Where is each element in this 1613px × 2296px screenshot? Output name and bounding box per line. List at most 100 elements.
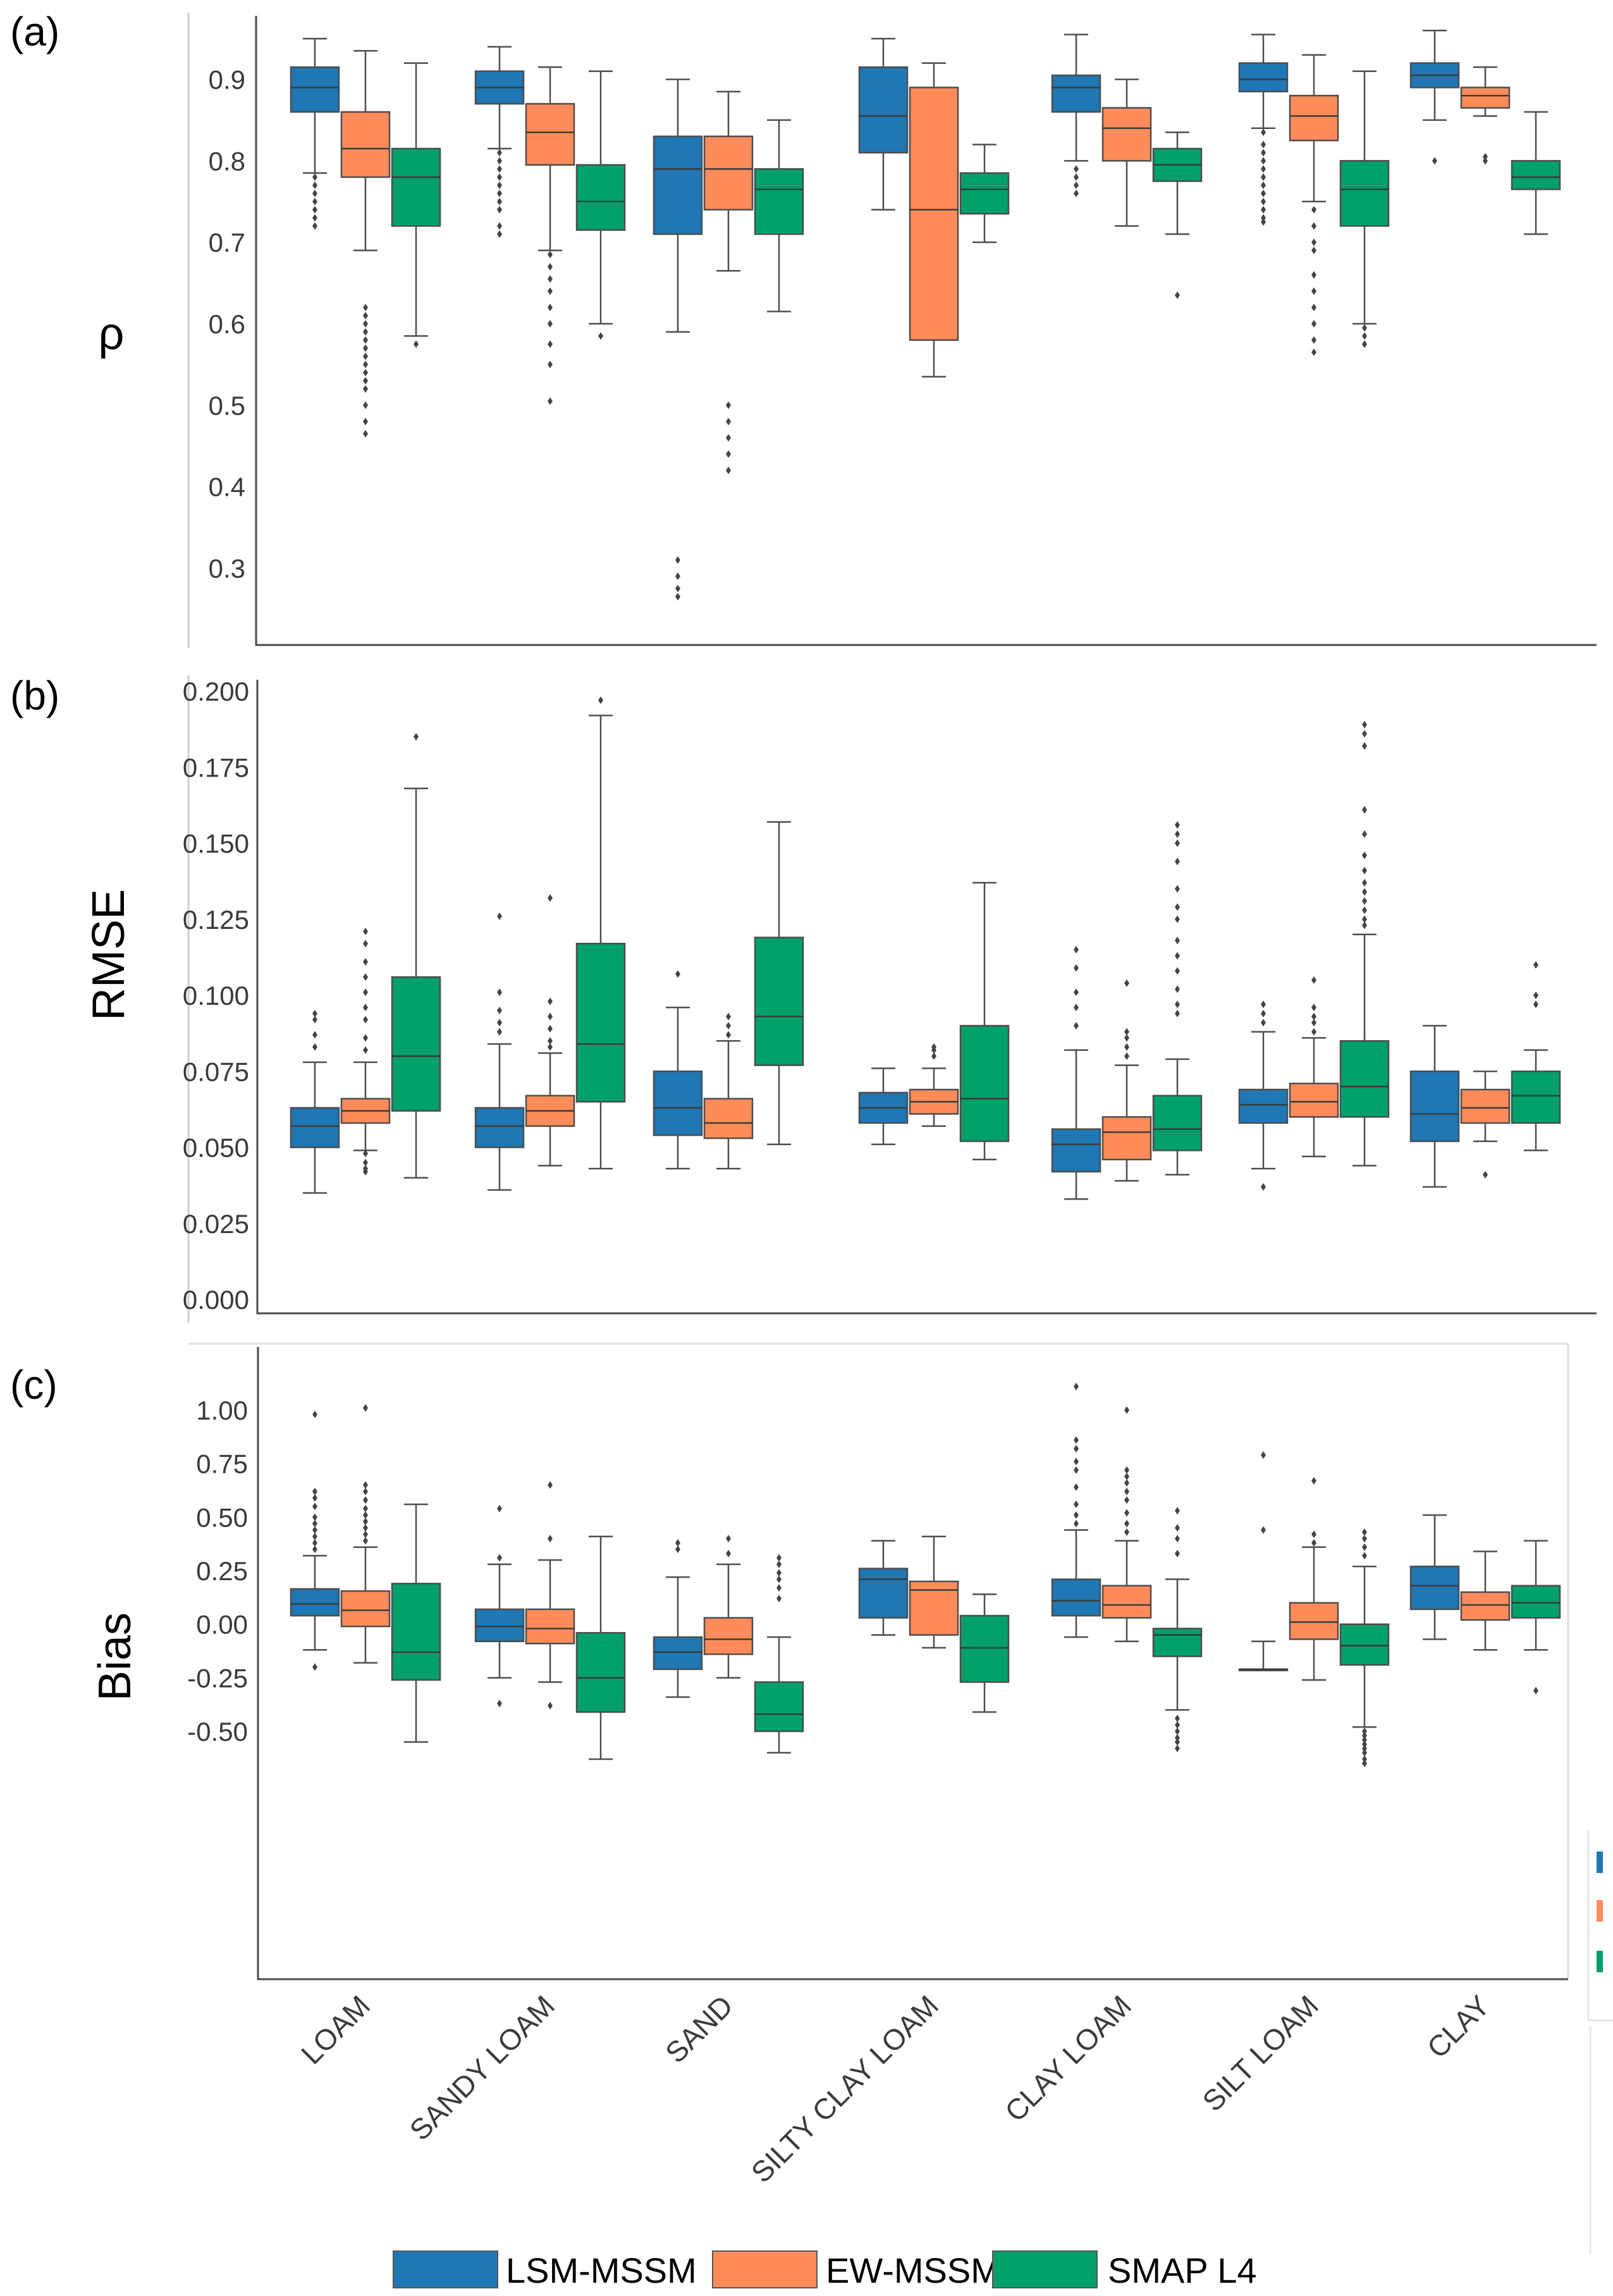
- box-iqr: [703, 1617, 754, 1655]
- outlier-point: [1362, 806, 1367, 814]
- legend-label-lsm-mssm: LSM-MSSM: [506, 2250, 697, 2290]
- box-iqr: [575, 1631, 626, 1713]
- box-lsm-mssm-clay: [1409, 29, 1460, 165]
- y-tick-label: 0.050: [183, 1133, 249, 1163]
- box-iqr: [290, 66, 340, 113]
- box-iqr: [1051, 1128, 1101, 1173]
- outlier-point: [1074, 1022, 1079, 1030]
- box-iqr: [1101, 1116, 1152, 1160]
- outlier-point: [1311, 1004, 1316, 1012]
- outlier-point: [1175, 821, 1180, 829]
- outlier-point: [1261, 197, 1266, 206]
- y-tick-label: 0.200: [183, 677, 249, 706]
- outlier-point: [312, 222, 317, 230]
- outlier-point: [548, 1702, 553, 1710]
- outlier-point: [497, 1019, 502, 1027]
- panel-b-ylabel: RMSE: [83, 889, 134, 1021]
- outlier-point: [548, 1037, 553, 1045]
- outlier-point: [1362, 742, 1367, 750]
- box-ew-mssm-loam: [340, 50, 391, 438]
- outlier-point: [497, 173, 502, 181]
- outlier-point: [1175, 915, 1180, 923]
- outlier-point: [1175, 1535, 1180, 1543]
- outlier-point: [363, 312, 368, 320]
- y-tick-label: 0.75: [196, 1449, 248, 1479]
- box-iqr: [290, 1107, 340, 1148]
- box-smap-l4-silt-loam: [1339, 720, 1390, 1167]
- legend-swatch-smap-l4: [992, 2250, 1098, 2288]
- outlier-point: [776, 1595, 782, 1603]
- outlier-point: [1124, 1034, 1129, 1042]
- box-smap-l4-sand: [754, 1554, 804, 1754]
- outlier-point: [312, 181, 317, 189]
- outlier-point: [497, 189, 502, 197]
- outlier-point: [1175, 839, 1180, 847]
- box-iqr: [858, 1568, 909, 1619]
- outlier-point: [497, 1007, 502, 1015]
- outlier-point: [312, 1016, 317, 1024]
- outlier-point: [1362, 851, 1367, 859]
- box-iqr: [754, 936, 804, 1066]
- outlier-point: [726, 466, 731, 474]
- y-tick-label: 0.025: [183, 1209, 249, 1239]
- outlier-point: [1362, 1552, 1367, 1560]
- box-iqr: [1051, 74, 1101, 113]
- box-iqr: [1409, 1565, 1460, 1611]
- outlier-point: [312, 1526, 317, 1534]
- outlier-point: [363, 1004, 368, 1012]
- box-smap-l4-silt-loam: [1339, 1528, 1390, 1767]
- panel-a-ticks: 0.3 0.4 0.5 0.6 0.7 0.8 0.9: [209, 65, 245, 584]
- outlier-point: [598, 332, 603, 340]
- outlier-point: [1483, 1170, 1488, 1179]
- outlier-point: [548, 397, 553, 405]
- outlier-point: [1311, 247, 1316, 255]
- outlier-point: [1074, 1511, 1079, 1519]
- outlier-point: [363, 1524, 368, 1532]
- outlier-point: [776, 1575, 782, 1583]
- outlier-point: [1124, 1487, 1129, 1495]
- outlier-point: [1261, 1183, 1266, 1191]
- y-tick-label: 0.8: [209, 146, 245, 176]
- outlier-point: [1533, 961, 1538, 969]
- box-iqr: [525, 1608, 575, 1645]
- outlier-point: [414, 733, 419, 741]
- outlier-point: [1261, 165, 1266, 173]
- box-smap-l4-sandy-loam: [575, 696, 626, 1170]
- outlier-point: [312, 214, 317, 222]
- outlier-point: [1175, 1745, 1180, 1753]
- legend-swatch-lsm-mssm: [393, 2250, 498, 2288]
- box-smap-l4-sand: [754, 119, 804, 312]
- clipped-legend-stub: [1587, 1831, 1613, 2254]
- box-lsm-mssm-sandy-loam: [474, 46, 525, 238]
- box-ew-mssm-sand: [703, 1012, 754, 1170]
- y-tick-label: 0.125: [183, 905, 249, 935]
- box-iqr: [391, 976, 441, 1112]
- box-lsm-mssm-clay-loam: [1051, 945, 1101, 1200]
- box-smap-l4-sandy-loam: [575, 1535, 626, 1760]
- outlier-point: [1362, 1736, 1367, 1744]
- outlier-point: [1311, 348, 1316, 357]
- outlier-point: [1362, 1728, 1367, 1735]
- outlier-point: [1311, 320, 1316, 328]
- y-tick-label: 0.100: [183, 981, 249, 1010]
- panel-b-rmse: (b) RMSE 0.0000.0250.0500.0750.1000.1250…: [10, 673, 1597, 1323]
- y-tick-label: -0.50: [187, 1717, 248, 1747]
- outlier-point: [312, 1009, 317, 1017]
- outlier-point: [1175, 1009, 1180, 1017]
- box-smap-l4-clay-loam: [1152, 131, 1203, 299]
- outlier-point: [1074, 1519, 1079, 1528]
- box-smap-l4-clay-loam: [1152, 821, 1203, 1176]
- outlier-point: [1261, 1009, 1266, 1017]
- box-lsm-mssm-sand: [653, 1538, 703, 1698]
- outlier-point: [312, 1513, 317, 1521]
- box-iqr: [959, 1024, 1010, 1143]
- outlier-point: [497, 149, 502, 157]
- outlier-point: [548, 1043, 553, 1051]
- outlier-point: [1124, 979, 1129, 987]
- outlier-point: [1362, 1755, 1367, 1764]
- outlier-point: [363, 360, 368, 369]
- outlier-point: [1261, 181, 1266, 189]
- outlier-point: [497, 912, 502, 920]
- outlier-point: [497, 1554, 502, 1562]
- outlier-point: [1124, 1028, 1129, 1036]
